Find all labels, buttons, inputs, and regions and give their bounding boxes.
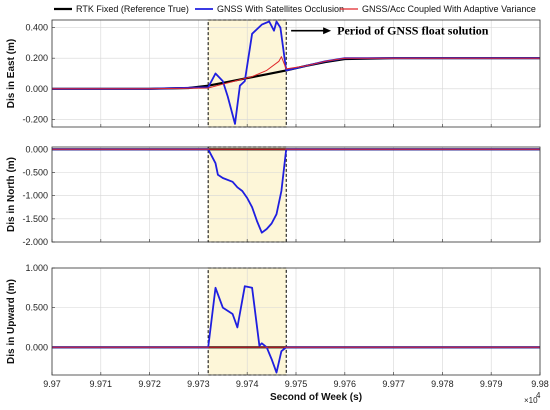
y-axis-label: Dis in East (m) xyxy=(6,39,17,108)
y-tick-label: -0.500 xyxy=(22,167,48,177)
x-tick-label: 9.976 xyxy=(334,379,357,389)
x-tick-label: 9.977 xyxy=(382,379,405,389)
legend-label: RTK Fixed (Reference True) xyxy=(76,4,189,14)
panel-3 xyxy=(51,267,541,376)
panel-1 xyxy=(51,19,541,128)
y-tick-label: -2.000 xyxy=(22,237,48,247)
y-tick-label: -0.200 xyxy=(22,114,48,124)
panel-2 xyxy=(51,146,541,243)
x-tick-label: 9.978 xyxy=(431,379,454,389)
x-exponent-label: ×10 xyxy=(524,396,538,405)
y-tick-label: -1.500 xyxy=(22,214,48,224)
highlight-border xyxy=(207,267,287,376)
series-line-gnss-with-satellites-occlusion xyxy=(52,285,540,374)
x-tick-label: 9.972 xyxy=(138,379,161,389)
y-axis-label: Dis in Upward (m) xyxy=(6,279,17,364)
x-tick-label: 9.973 xyxy=(187,379,210,389)
x-tick-label: 9.974 xyxy=(236,379,259,389)
y-axis-label: Dis in North (m) xyxy=(6,157,17,232)
y-tick-label: 0.000 xyxy=(25,342,48,352)
legend-label: GNSS/Acc Coupled With Adaptive Variance xyxy=(362,4,536,14)
y-tick-label: -1.000 xyxy=(22,191,48,201)
annotation-arrow-head xyxy=(323,27,332,35)
y-tick-label: 1.000 xyxy=(25,263,48,273)
x-tick-label: 9.971 xyxy=(90,379,113,389)
annotation-text: Period of GNSS float solution xyxy=(337,24,489,38)
x-tick-label: 9.975 xyxy=(285,379,308,389)
highlight-border xyxy=(207,19,287,128)
plot-frame xyxy=(51,146,541,243)
y-tick-label: 0.000 xyxy=(25,84,48,94)
series-line-gnss-acc-coupled-with-adaptive-variance xyxy=(52,56,540,90)
y-tick-label: 0.400 xyxy=(25,23,48,33)
y-tick-label: 0.200 xyxy=(25,53,48,63)
y-tick-label: 0.000 xyxy=(25,144,48,154)
legend-label: GNSS With Satellites Occlusion xyxy=(217,4,344,14)
x-exponent-power: 4 xyxy=(536,391,541,400)
x-axis-label: Second of Week (s) xyxy=(270,392,362,403)
x-tick-label: 9.97 xyxy=(43,379,61,389)
plot-frame xyxy=(51,19,541,128)
x-tick-label: 9.979 xyxy=(480,379,503,389)
plot-frame xyxy=(51,267,541,376)
y-tick-label: 0.500 xyxy=(25,303,48,313)
series-line-gnss-with-satellites-occlusion xyxy=(52,148,540,234)
x-tick-label: 9.98 xyxy=(531,379,549,389)
